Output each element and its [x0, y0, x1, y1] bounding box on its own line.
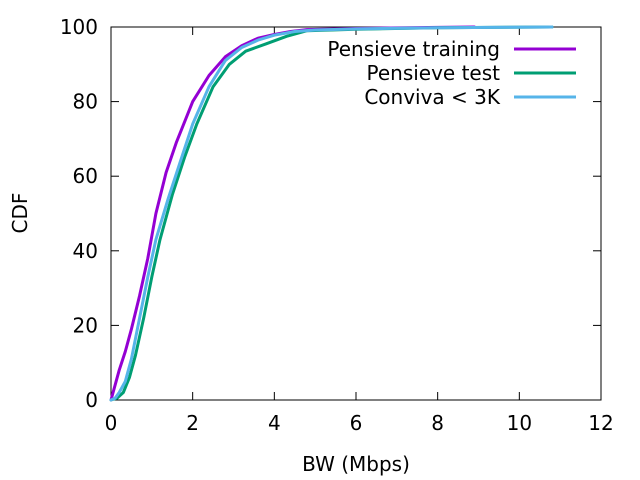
y-tick-label: 80 — [73, 90, 98, 114]
y-axis-title: CDF — [8, 193, 32, 234]
legend-label-0: Pensieve training — [327, 37, 500, 61]
series-lines — [109, 25, 554, 402]
x-tick-label: 8 — [431, 411, 444, 435]
legend-label-1: Pensieve test — [366, 61, 500, 85]
series-line-2 — [109, 25, 554, 402]
axis-ticks: 0 2 4 6 8 10 12 0 20 40 60 80 100 — [60, 15, 614, 435]
x-axis-title: BW (Mbps) — [302, 452, 410, 476]
y-tick-label: 40 — [73, 239, 98, 263]
y-tick-label: 60 — [73, 164, 98, 188]
y-tick-label: 0 — [85, 388, 98, 412]
x-tick-label: 2 — [186, 411, 199, 435]
plot-frame — [110, 26, 602, 401]
legend-label-2: Conviva < 3K — [364, 85, 501, 109]
x-tick-label: 6 — [350, 411, 363, 435]
x-tick-label: 0 — [105, 411, 118, 435]
y-tick-label: 20 — [73, 313, 98, 337]
x-tick-label: 12 — [588, 411, 613, 435]
y-tick-label: 100 — [60, 15, 98, 39]
x-tick-label: 10 — [507, 411, 532, 435]
x-tick-label: 4 — [268, 411, 281, 435]
